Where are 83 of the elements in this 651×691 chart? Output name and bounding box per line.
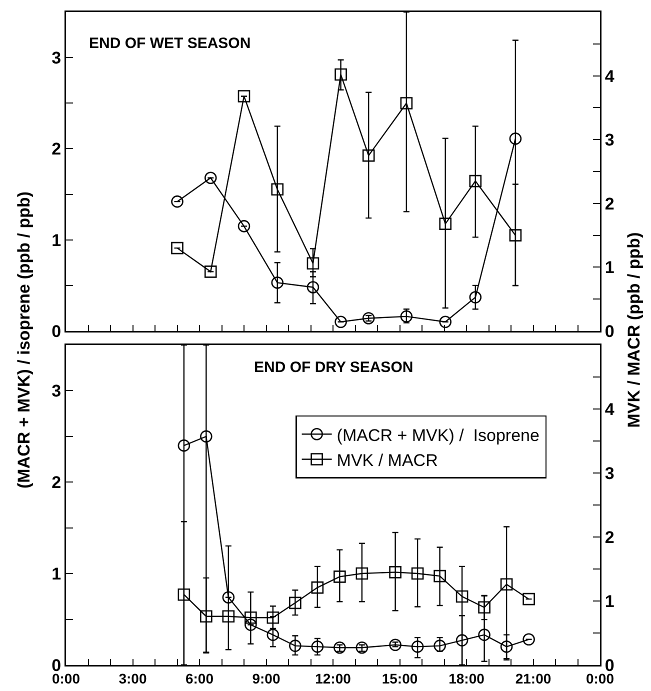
point xyxy=(356,567,368,580)
point xyxy=(200,430,212,443)
point xyxy=(522,633,535,646)
point xyxy=(311,640,324,653)
y-tick-label: 0 xyxy=(52,322,62,341)
x-tick-label: 9:00 xyxy=(252,670,280,686)
point xyxy=(334,570,346,583)
point xyxy=(222,591,235,604)
y-tick-label: 2 xyxy=(52,140,62,159)
x-tick-label: 3:00 xyxy=(118,670,147,686)
point xyxy=(522,592,535,606)
x-tick-label: 12:00 xyxy=(315,670,352,686)
point xyxy=(478,601,490,614)
point xyxy=(266,628,280,641)
y2-tick-label: 3 xyxy=(604,464,614,483)
annotation: END OF DRY SEASON xyxy=(254,359,414,376)
point xyxy=(334,316,347,328)
point xyxy=(289,640,302,652)
y-tick-label: 1 xyxy=(52,230,62,250)
point xyxy=(434,640,446,652)
point xyxy=(389,638,402,652)
point xyxy=(400,97,413,110)
y-tick-label: 3 xyxy=(52,382,62,401)
y2-tick-label: 2 xyxy=(604,528,614,547)
y2-tick-label: 4 xyxy=(604,400,615,419)
point xyxy=(244,611,257,624)
point xyxy=(456,590,468,603)
point xyxy=(411,567,424,580)
point xyxy=(334,68,347,81)
point xyxy=(400,310,413,323)
point xyxy=(362,149,375,162)
y2-tick-label: 1 xyxy=(604,258,614,278)
point xyxy=(271,183,284,196)
y-tick-label: 3 xyxy=(52,48,62,68)
point xyxy=(171,242,184,254)
point xyxy=(178,439,190,452)
x-tick-label: 21:00 xyxy=(515,670,552,686)
x-tick-label: 6:00 xyxy=(185,670,214,686)
point xyxy=(238,90,250,102)
point xyxy=(271,276,284,289)
point xyxy=(200,610,212,623)
point xyxy=(469,291,482,304)
y2-tick-label: 3 xyxy=(604,130,614,150)
point xyxy=(334,641,346,654)
legend-label: MVK / MACR xyxy=(336,450,438,470)
y2-axis-title: MVK / MACR (ppb / ppb) xyxy=(624,232,644,428)
y2-tick-label: 2 xyxy=(604,194,614,214)
point xyxy=(439,316,452,328)
point xyxy=(306,281,320,294)
point xyxy=(306,257,320,270)
point xyxy=(478,628,490,641)
point xyxy=(289,596,302,610)
point xyxy=(500,640,513,653)
point xyxy=(439,218,452,230)
point xyxy=(469,174,482,188)
y2-tick-label: 1 xyxy=(604,592,614,611)
x-tick-label: 18:00 xyxy=(448,670,485,686)
annotation: END OF WET SEASON xyxy=(89,35,251,52)
x-tick-label: 15:00 xyxy=(382,670,418,686)
point xyxy=(434,570,446,582)
point xyxy=(178,588,190,601)
point xyxy=(509,229,522,242)
y-tick-label: 2 xyxy=(52,473,62,492)
legend-label: (MACR + MVK) / Isoprene xyxy=(336,426,540,445)
point xyxy=(222,610,235,623)
point xyxy=(509,132,522,145)
point xyxy=(244,618,257,631)
point xyxy=(411,640,424,653)
y2-tick-label: 4 xyxy=(604,66,615,86)
point xyxy=(362,312,375,324)
point xyxy=(389,566,402,578)
point xyxy=(238,220,250,232)
point xyxy=(311,581,324,594)
y2-tick-label: 0 xyxy=(604,322,614,341)
point xyxy=(171,195,184,208)
y-axis-title: (MACR + MVK) / isoprene (ppb / ppb) xyxy=(14,191,34,489)
y-tick-label: 1 xyxy=(52,564,62,584)
point xyxy=(204,266,217,278)
point xyxy=(500,578,513,591)
point xyxy=(266,611,280,624)
point xyxy=(204,172,217,184)
point xyxy=(356,641,368,654)
point xyxy=(456,634,468,646)
